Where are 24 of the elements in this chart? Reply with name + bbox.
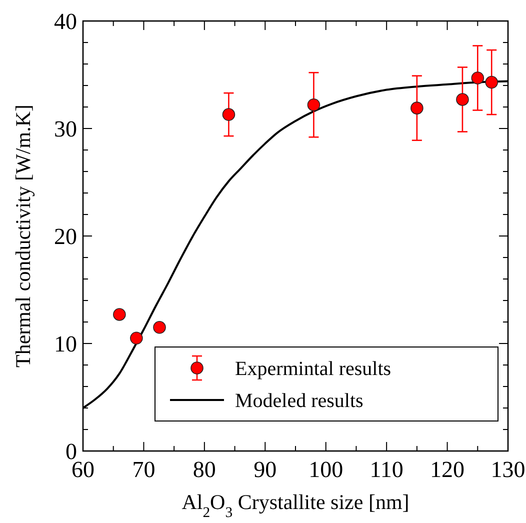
point: [471, 72, 484, 84]
legend-label: Modeled results: [235, 390, 364, 412]
x-tick-label: 110: [370, 457, 404, 482]
point: [113, 308, 126, 321]
x-tick-label: 70: [132, 457, 156, 482]
y-tick-label: 10: [54, 332, 77, 356]
y-tick-label: 40: [54, 9, 77, 34]
x-axis-title: Al$_{2}$O$_{3}$ Crystallite size [nm]: [182, 490, 410, 521]
x-tick-label: 90: [254, 457, 277, 482]
point: [307, 98, 320, 112]
point: [153, 320, 166, 334]
point: [222, 108, 236, 121]
point: [410, 102, 424, 114]
point: [485, 76, 498, 89]
x-tick-label: 80: [192, 457, 216, 482]
y-axis-title: Thermal conductivity [W/m.K]: [11, 104, 35, 368]
legend-label: Expermintal results: [235, 358, 392, 380]
x-tick-label: 130: [490, 457, 526, 482]
y-tick-label: 30: [54, 116, 77, 142]
point: [456, 93, 469, 106]
x-tick-label: 100: [308, 457, 344, 482]
x-tick-label: 120: [430, 457, 465, 482]
point: [130, 332, 143, 345]
y-tick-label: 20: [54, 224, 77, 249]
